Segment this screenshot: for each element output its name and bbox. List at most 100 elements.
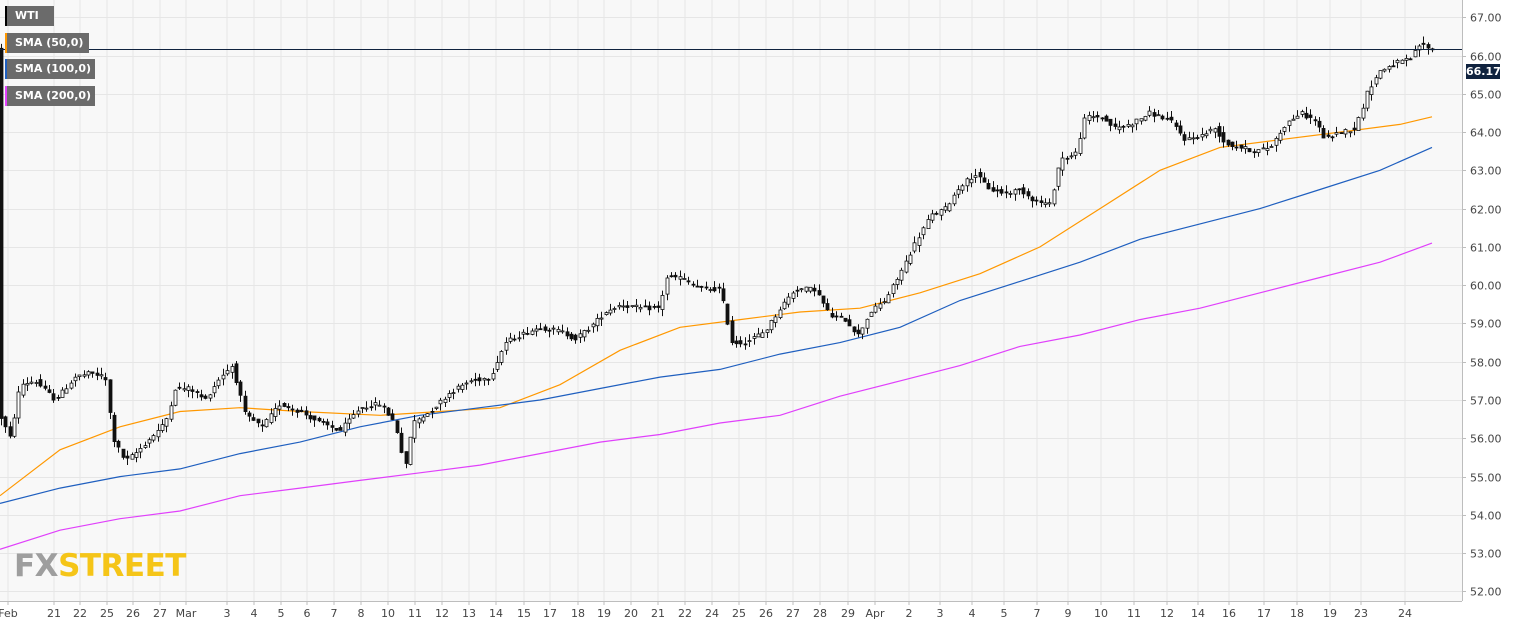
candle — [1256, 149, 1261, 157]
candle — [556, 326, 561, 335]
candle-body — [1291, 118, 1296, 121]
legend-item-sma-50[interactable]: SMA (50,0) — [5, 33, 89, 53]
candle — [1395, 58, 1400, 69]
candle-body — [1265, 148, 1270, 151]
candle-body — [821, 295, 826, 304]
candle-body — [195, 391, 200, 394]
candle — [1230, 141, 1235, 151]
x-tick-label: 11 — [408, 607, 422, 620]
candle — [1047, 198, 1052, 207]
candle-body — [886, 294, 891, 304]
candle-body — [1217, 126, 1222, 137]
candle-body — [408, 436, 413, 465]
x-tick-label: 8 — [358, 607, 365, 620]
candle-body — [495, 362, 500, 370]
candle-body — [125, 455, 130, 459]
candle-body — [660, 294, 665, 310]
candle-body — [917, 237, 922, 246]
candle — [578, 329, 583, 343]
candle-body — [1200, 133, 1205, 138]
candle — [382, 403, 387, 414]
candle-body — [351, 414, 356, 419]
candle — [1374, 74, 1379, 87]
candle — [1160, 114, 1165, 121]
candle — [1191, 132, 1196, 145]
candle — [1243, 140, 1248, 154]
y-tick-label: 57.00 — [1470, 395, 1502, 408]
candle — [939, 208, 944, 221]
candle — [86, 370, 91, 379]
candle — [243, 390, 248, 415]
candle-body — [1378, 70, 1383, 79]
candle-body — [160, 424, 165, 431]
candle — [839, 312, 844, 318]
candle-body — [1343, 129, 1348, 135]
candle — [386, 407, 391, 416]
candle-body — [299, 409, 304, 412]
candle — [282, 402, 287, 408]
candle — [734, 335, 739, 348]
candle-body — [1308, 114, 1313, 118]
candle-body — [512, 338, 517, 341]
candle — [425, 413, 430, 417]
candle — [830, 307, 835, 319]
candle-body — [1047, 202, 1052, 205]
candle — [930, 209, 935, 224]
candle-body — [112, 414, 117, 442]
candle-body — [321, 420, 326, 423]
candle-body — [817, 290, 822, 296]
candle — [1139, 118, 1144, 125]
candle-body — [1330, 136, 1335, 139]
candle — [321, 418, 326, 426]
candle-body — [825, 303, 830, 311]
candle — [390, 409, 395, 420]
x-tick-label: 25 — [732, 607, 746, 620]
candle — [1408, 57, 1413, 61]
legend-item-wti[interactable]: WTI — [5, 6, 54, 26]
candle — [256, 418, 261, 428]
candle-body — [482, 377, 487, 381]
candle-body — [634, 304, 639, 308]
candle — [99, 367, 104, 380]
candle — [360, 407, 365, 414]
candle — [43, 380, 48, 391]
candle-body — [1356, 117, 1361, 132]
x-tick-label: 9 — [1065, 607, 1072, 620]
candle — [373, 397, 378, 411]
candle — [417, 417, 422, 429]
candle — [1208, 126, 1213, 134]
candle — [717, 283, 722, 294]
candle-body — [1421, 42, 1426, 45]
candle-body — [69, 382, 74, 389]
candle — [469, 378, 474, 384]
candle-body — [1413, 50, 1418, 58]
candle — [443, 396, 448, 407]
candle-body — [738, 340, 743, 345]
candle-body — [343, 422, 348, 433]
candle-body — [808, 286, 813, 292]
legend-item-sma-100[interactable]: SMA (100,0) — [5, 59, 95, 79]
candle — [947, 202, 952, 213]
x-tick-label: 18 — [571, 607, 585, 620]
candle-body — [108, 379, 113, 413]
candle — [25, 377, 30, 391]
candle-body — [173, 389, 178, 406]
candle-body — [1348, 131, 1353, 134]
candle — [599, 311, 604, 326]
candle — [595, 313, 600, 332]
candle — [1217, 122, 1222, 143]
candle-body — [347, 418, 352, 424]
x-tick-label: 22 — [73, 607, 87, 620]
candle-body — [356, 410, 361, 415]
candle-body — [234, 363, 239, 383]
candle-body — [1269, 146, 1274, 148]
candle — [1365, 90, 1370, 112]
sma-lines — [0, 116, 1433, 550]
x-tick-label: 27 — [786, 607, 800, 620]
candle-body — [330, 425, 335, 428]
candle — [778, 306, 783, 320]
candle-body — [878, 303, 883, 309]
candle — [725, 303, 730, 326]
candle — [1174, 120, 1179, 131]
legend-item-sma-200[interactable]: SMA (200,0) — [5, 86, 95, 106]
